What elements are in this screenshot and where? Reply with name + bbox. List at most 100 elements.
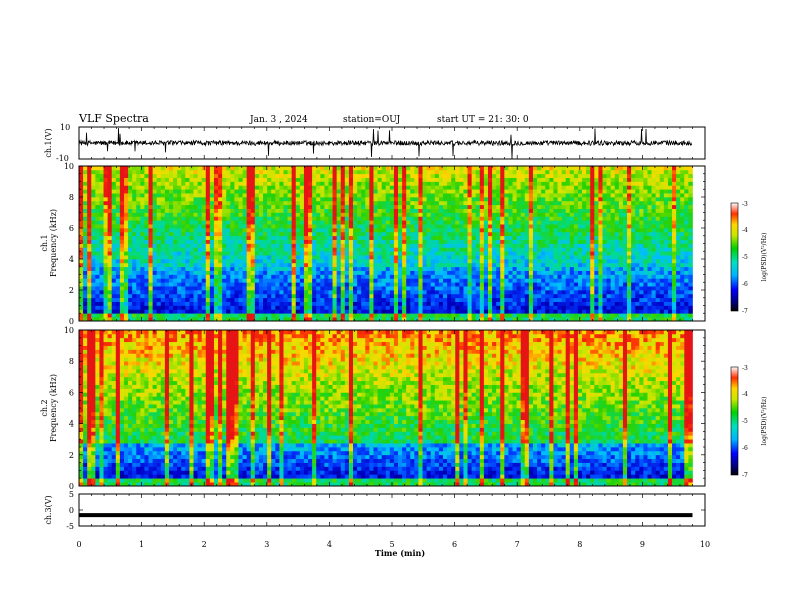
spectrogram-cell	[112, 213, 116, 217]
ch1-waveform-trace	[79, 128, 692, 159]
spectrogram-cell	[459, 220, 463, 224]
spectrogram-cell	[153, 271, 157, 275]
spectrogram-cell	[423, 271, 427, 275]
spectrogram-cell	[357, 251, 361, 255]
spectrogram-cell	[570, 185, 574, 189]
spectrogram-cell	[439, 271, 443, 275]
spectrogram-cell	[189, 251, 193, 255]
spectrogram-cell	[369, 290, 373, 294]
spectrogram-cell	[247, 278, 251, 282]
spectrogram-cell	[165, 244, 169, 248]
spectrogram-cell	[423, 185, 427, 189]
spectrogram-cell	[328, 306, 332, 310]
spectrogram-cell	[574, 290, 578, 294]
spectrogram-cell	[545, 220, 549, 224]
spectrogram-cell	[357, 278, 361, 282]
spectrogram-cell	[480, 197, 484, 201]
spectrogram-cell	[112, 205, 116, 209]
spectrogram-cell	[132, 205, 136, 209]
spectrogram-cell	[533, 244, 537, 248]
spectrogram-cell	[189, 309, 193, 313]
spectrogram-cell	[398, 263, 402, 267]
spectrogram-cell	[525, 282, 529, 286]
spectrogram-cell	[214, 313, 218, 317]
spectrogram-cell	[210, 166, 214, 170]
spectrogram-cell	[451, 236, 455, 240]
spectrogram-cell	[337, 240, 341, 244]
spectrogram-cell	[300, 193, 304, 197]
spectrogram-cell	[234, 236, 238, 240]
spectrogram-cell	[128, 232, 132, 236]
spectrogram-cell	[104, 174, 108, 178]
spectrogram-cell	[202, 174, 206, 178]
spectrogram-cell	[144, 259, 148, 263]
spectrogram-cell	[104, 178, 108, 182]
spectrogram-cell	[218, 247, 222, 251]
spectrogram-cell	[194, 302, 198, 306]
spectrogram-cell	[128, 313, 132, 317]
spectrogram-cell	[410, 228, 414, 232]
spectrogram-cell	[558, 213, 562, 217]
spectrogram-cell	[410, 185, 414, 189]
spectrogram-cell	[194, 244, 198, 248]
spectrogram-cell	[288, 263, 292, 267]
spectrogram-cell	[177, 197, 181, 201]
spectrogram-cell	[214, 290, 218, 294]
spectrogram-cell	[128, 170, 132, 174]
spectrogram-cell	[472, 220, 476, 224]
spectrogram-cell	[324, 185, 328, 189]
spectrogram-cell	[345, 282, 349, 286]
spectrogram-cell	[144, 278, 148, 282]
spectrogram-cell	[333, 197, 337, 201]
spectrogram-cell	[513, 255, 517, 259]
spectrogram-cell	[390, 313, 394, 317]
spectrogram-cell	[443, 286, 447, 290]
spectrogram-cell	[463, 275, 467, 279]
spectrogram-cell	[165, 251, 169, 255]
spectrogram-cell	[558, 306, 562, 310]
spectrogram-cell	[574, 275, 578, 279]
spectrogram-cell	[468, 209, 472, 213]
spectrogram-cell	[136, 282, 140, 286]
spectrogram-cell	[337, 236, 341, 240]
spectrogram-cell	[390, 236, 394, 240]
spectrogram-cell	[382, 240, 386, 244]
spectrogram-cell	[398, 170, 402, 174]
spectrogram-cell	[529, 178, 533, 182]
spectrogram-cell	[414, 271, 418, 275]
spectrogram-cell	[91, 205, 95, 209]
spectrogram-cell	[120, 259, 124, 263]
spectrogram-cell	[488, 244, 492, 248]
spectrogram-cell	[468, 205, 472, 209]
spectrogram-cell	[157, 286, 161, 290]
spectrogram-cell	[259, 236, 263, 240]
spectrogram-cell	[378, 232, 382, 236]
spectrogram-cell	[169, 282, 173, 286]
spectrogram-cell	[271, 282, 275, 286]
spectrogram-cell	[484, 236, 488, 240]
spectrogram-cell	[361, 263, 365, 267]
spectrogram-cell	[553, 271, 557, 275]
spectrogram-cell	[431, 224, 435, 228]
spectrogram-cell	[316, 240, 320, 244]
spectrogram-cell	[308, 259, 312, 263]
spectrogram-cell	[443, 178, 447, 182]
spectrogram-cell	[513, 309, 517, 313]
spectrogram-cell	[165, 236, 169, 240]
spectrogram-cell	[320, 302, 324, 306]
spectrogram-cell	[271, 197, 275, 201]
spectrogram-cell	[447, 259, 451, 263]
spectrogram-cell	[455, 205, 459, 209]
spectrogram-cell	[214, 309, 218, 313]
spectrogram-cell	[275, 197, 279, 201]
spectrogram-cell	[476, 220, 480, 224]
spectrogram-cell	[373, 236, 377, 240]
spectrogram-cell	[468, 178, 472, 182]
spectrogram-cell	[435, 220, 439, 224]
spectrogram-cell	[185, 263, 189, 267]
spectrogram-cell	[328, 213, 332, 217]
spectrogram-cell	[472, 197, 476, 201]
spectrogram-cell	[140, 185, 144, 189]
spectrogram-cell	[373, 298, 377, 302]
spectrogram-cell	[468, 306, 472, 310]
